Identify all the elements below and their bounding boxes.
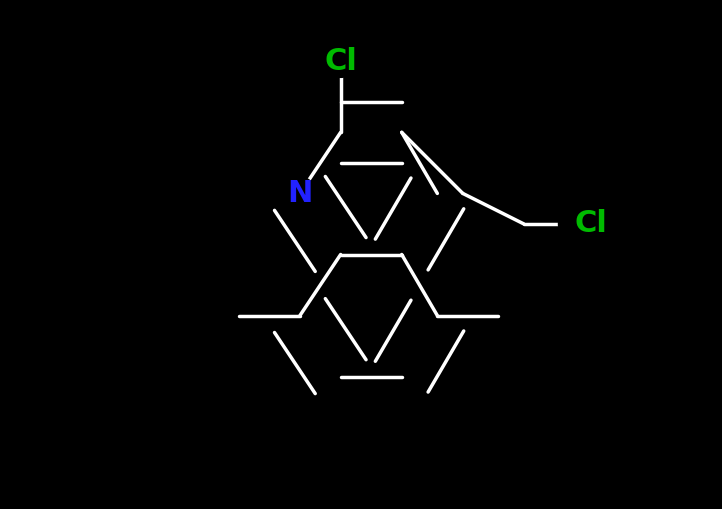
- Text: Cl: Cl: [324, 47, 357, 75]
- Text: N: N: [287, 179, 313, 208]
- Circle shape: [284, 177, 316, 210]
- Circle shape: [559, 208, 591, 240]
- Text: Cl: Cl: [575, 210, 608, 238]
- Circle shape: [324, 45, 357, 77]
